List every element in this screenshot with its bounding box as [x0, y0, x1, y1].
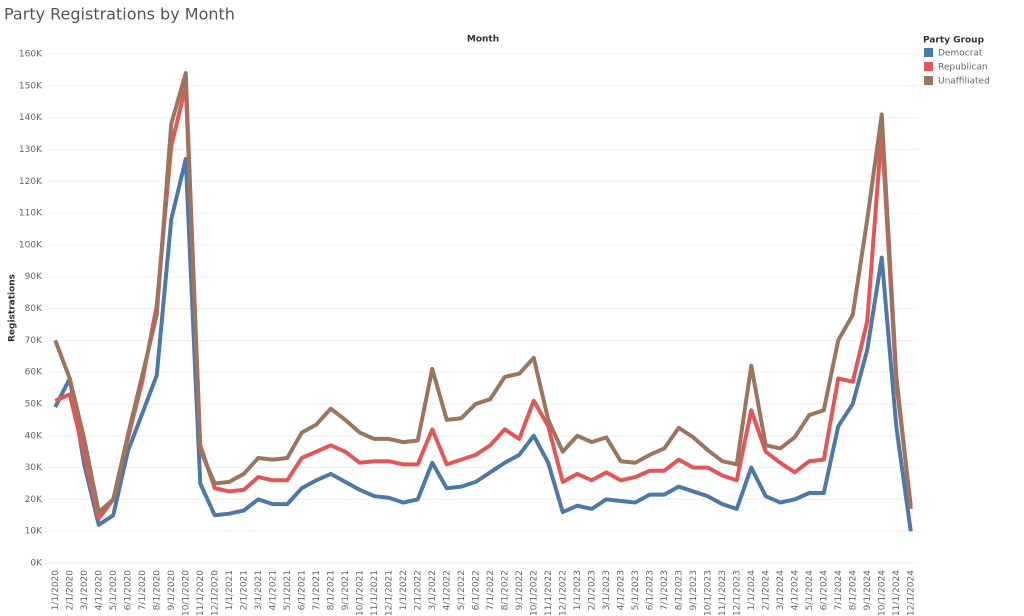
x-tick-label: 2/1/2023	[587, 570, 597, 610]
x-tick-label: 2/1/2020	[65, 570, 75, 611]
x-tick-label: 3/1/2023	[602, 570, 612, 610]
x-tick-label: 7/1/2024	[834, 570, 844, 611]
y-tick-label: 110K	[19, 209, 43, 219]
y-tick-label: 100K	[19, 240, 43, 250]
x-tick-label: 11/1/2020	[196, 570, 206, 616]
legend-label: Republican	[938, 63, 988, 73]
legend-label: Democrat	[938, 49, 983, 59]
x-tick-label: 6/1/2023	[645, 570, 655, 610]
x-tick-label: 8/1/2024	[848, 570, 858, 611]
x-tick-label: 10/1/2021	[355, 570, 365, 616]
x-tick-label: 2/1/2022	[413, 570, 423, 610]
x-tick-label: 8/1/2021	[326, 570, 336, 610]
x-tick-label: 11/1/2022	[544, 570, 554, 616]
x-tick-label: 8/1/2023	[674, 570, 684, 610]
x-tick-label: 12/1/2022	[558, 570, 568, 616]
x-tick-label: 9/1/2023	[689, 570, 699, 610]
y-tick-label: 50K	[25, 399, 43, 409]
y-tick-label: 40K	[25, 431, 43, 441]
x-tick-label: 7/1/2021	[312, 570, 322, 610]
y-tick-label: 160K	[19, 50, 43, 60]
x-tick-label: 10/1/2023	[703, 570, 713, 616]
y-tick-label: 150K	[19, 81, 43, 91]
y-tick-label: 0K	[30, 559, 43, 569]
y-tick-label: 140K	[19, 113, 43, 123]
x-tick-label: 3/1/2022	[428, 570, 438, 610]
x-tick-label: 1/1/2022	[399, 570, 409, 610]
y-tick-label: 120K	[19, 177, 43, 187]
legend-swatch	[924, 62, 933, 71]
x-tick-label: 6/1/2021	[297, 570, 307, 610]
x-tick-label: 5/1/2022	[457, 570, 467, 610]
y-tick-label: 60K	[25, 368, 43, 378]
x-header: Month	[467, 35, 499, 45]
x-tick-label: 4/1/2023	[616, 570, 626, 610]
x-tick-label: 4/1/2021	[268, 570, 278, 610]
x-tick-label: 9/1/2020	[167, 570, 177, 611]
x-tick-label: 11/1/2023	[718, 570, 728, 616]
x-tick-label: 7/1/2023	[660, 570, 670, 610]
y-tick-label: 30K	[25, 463, 43, 473]
legend-title: Party Group	[923, 36, 985, 46]
x-tick-label: 10/1/2020	[181, 570, 191, 616]
legend-swatch	[924, 48, 933, 57]
x-tick-label: 5/1/2021	[283, 570, 293, 610]
series-line	[53, 71, 913, 515]
x-tick-label: 11/1/2021	[370, 570, 380, 616]
x-tick-label: 12/1/2023	[732, 570, 742, 616]
x-tick-label: 11/1/2024	[892, 570, 902, 616]
x-tick-label: 3/1/2020	[80, 570, 90, 611]
x-tick-label: 12/1/2021	[384, 570, 394, 616]
x-tick-label: 7/1/2020	[138, 570, 148, 611]
x-tick-label: 1/1/2021	[225, 570, 235, 610]
x-tick-label: 12/1/2024	[906, 570, 916, 616]
x-tick-label: 4/1/2020	[94, 570, 104, 611]
y-tick-label: 20K	[25, 495, 43, 505]
x-tick-label: 8/1/2020	[152, 570, 162, 611]
x-tick-label: 5/1/2020	[109, 570, 119, 611]
x-tick-label: 12/1/2020	[210, 570, 220, 616]
x-tick-label: 6/1/2020	[123, 570, 133, 611]
y-tick-label: 70K	[25, 336, 43, 346]
y-tick-label: 130K	[19, 145, 43, 155]
x-tick-label: 1/1/2020	[51, 570, 61, 611]
x-tick-label: 3/1/2024	[776, 570, 786, 611]
x-tick-label: 4/1/2024	[790, 570, 800, 611]
x-tick-label: 6/1/2022	[471, 570, 481, 610]
x-tick-label: 2/1/2024	[761, 570, 771, 611]
legend-swatch	[924, 76, 933, 85]
x-tick-label: 9/1/2024	[863, 570, 873, 611]
x-tick-label: 2/1/2021	[239, 570, 249, 610]
legend-label: Unaffiliated	[938, 77, 990, 87]
x-tick-label: 5/1/2024	[805, 570, 815, 611]
x-tick-label: 7/1/2022	[486, 570, 496, 610]
chart-title: Party Registrations by Month	[4, 5, 235, 24]
x-tick-label: 10/1/2022	[529, 570, 539, 616]
x-tick-label: 4/1/2022	[442, 570, 452, 610]
y-tick-label: 90K	[25, 272, 43, 282]
x-tick-label: 5/1/2023	[631, 570, 641, 610]
x-tick-label: 6/1/2024	[819, 570, 829, 611]
x-tick-label: 3/1/2021	[254, 570, 264, 610]
x-tick-label: 9/1/2022	[515, 570, 525, 610]
series-line	[54, 83, 913, 521]
x-tick-label: 1/1/2024	[747, 570, 757, 611]
y-tick-label: 80K	[25, 304, 43, 314]
x-tick-label: 9/1/2021	[341, 570, 351, 610]
y-axis-label: Registrations	[8, 274, 18, 342]
x-tick-label: 10/1/2024	[877, 570, 887, 616]
x-tick-label: 1/1/2023	[573, 570, 583, 610]
series-line	[53, 156, 913, 532]
x-tick-label: 8/1/2022	[500, 570, 510, 610]
y-tick-label: 10K	[25, 527, 43, 537]
